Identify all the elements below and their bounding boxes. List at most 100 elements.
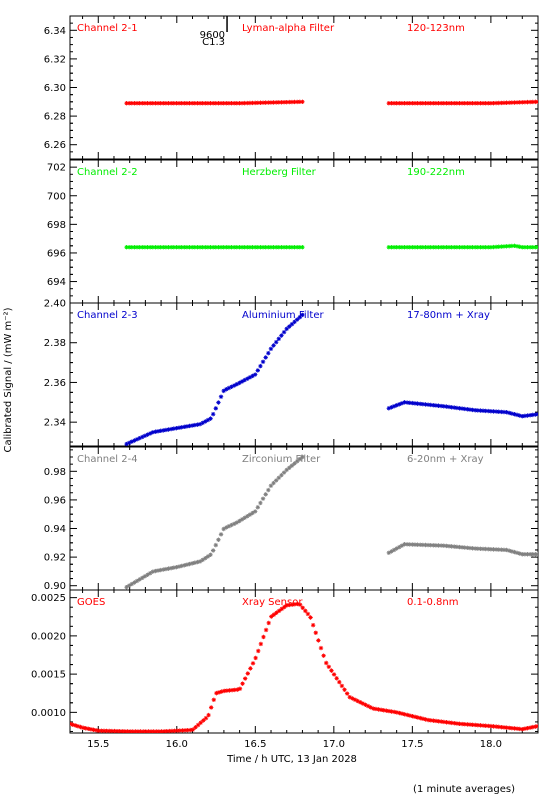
data-point [122, 729, 128, 733]
data-point [394, 710, 400, 715]
data-point [279, 606, 284, 612]
data-point [184, 101, 190, 106]
data-point [300, 605, 305, 610]
y-tick-label: 0.90 [44, 581, 66, 592]
data-point [126, 245, 132, 250]
data-point [386, 406, 392, 411]
data-point [237, 518, 242, 524]
data-point [504, 410, 509, 415]
data-point [176, 101, 182, 106]
data-point [134, 578, 140, 584]
data-point [467, 245, 473, 250]
data-point [292, 602, 298, 607]
y-tick-label: 696 [47, 248, 66, 259]
data-point [232, 687, 237, 693]
data-point [501, 244, 507, 249]
data-point [198, 720, 203, 725]
data-point [206, 712, 211, 718]
x-tick-label: 17.5 [401, 739, 423, 750]
data-point [412, 401, 418, 406]
data-point [287, 245, 292, 250]
data-point [200, 245, 205, 250]
data-point [389, 549, 394, 554]
data-point [517, 244, 522, 249]
data-point [208, 416, 213, 421]
data-point [282, 604, 287, 610]
data-point [530, 412, 535, 418]
panel-band-label: 0.1-0.8nm [407, 597, 459, 608]
data-point [491, 724, 496, 729]
data-point [339, 683, 345, 689]
data-point [525, 245, 530, 250]
data-point [294, 245, 300, 250]
data-point [134, 101, 140, 106]
data-point [449, 544, 454, 549]
data-point [245, 671, 250, 676]
data-point [158, 245, 163, 250]
data-point [342, 687, 347, 692]
data-point [391, 404, 397, 409]
data-point [281, 100, 287, 105]
data-point [188, 727, 193, 733]
data-point [512, 100, 517, 105]
data-point [436, 101, 441, 106]
data-point [496, 100, 501, 106]
data-point [391, 547, 397, 553]
data-point [313, 630, 318, 635]
data-point [187, 245, 192, 250]
data-point [258, 500, 263, 506]
data-point [394, 245, 399, 250]
data-point [290, 602, 295, 607]
x-tick-label: 17.0 [323, 739, 345, 750]
data-point [410, 400, 415, 406]
data-point [517, 726, 522, 732]
data-point [297, 315, 303, 320]
data-point [425, 542, 431, 548]
data-point [522, 726, 528, 731]
data-point [195, 101, 200, 106]
data-point [452, 405, 457, 410]
data-point [150, 569, 155, 574]
data-point [192, 245, 197, 250]
data-point [156, 729, 162, 733]
data-point [250, 373, 255, 379]
panel-channel-label: Channel 2-1 [77, 23, 138, 34]
data-point [174, 728, 180, 733]
data-point [112, 728, 117, 733]
data-point [161, 567, 166, 572]
data-point [467, 407, 473, 412]
data-points [124, 243, 538, 250]
data-point [446, 101, 452, 106]
data-point [533, 245, 538, 250]
data-point [276, 608, 282, 614]
data-point [507, 410, 512, 416]
data-point [334, 676, 339, 681]
data-point [452, 720, 457, 726]
data-point [146, 729, 151, 733]
data-point [73, 723, 78, 728]
data-point [289, 99, 295, 105]
data-point [197, 422, 203, 427]
data-point [273, 100, 279, 105]
data-point [150, 430, 155, 435]
data-point [292, 319, 297, 325]
data-point [171, 565, 176, 570]
data-point [470, 245, 475, 250]
data-point [147, 431, 153, 436]
data-point [493, 244, 499, 250]
data-point [514, 100, 520, 105]
data-point [279, 472, 284, 478]
data-point [168, 245, 174, 250]
data-point [155, 245, 161, 250]
data-points [70, 601, 538, 733]
data-point [172, 728, 177, 733]
data-point [155, 101, 161, 106]
data-point [239, 517, 245, 522]
data-point [397, 710, 402, 716]
data-point [182, 101, 187, 106]
panel-2: 694 696 698 700 702 Channel 2-2 Herzberg Filte… [47, 159, 539, 304]
data-point [527, 413, 533, 418]
data-point [161, 245, 166, 250]
data-point [504, 100, 509, 105]
panel-channel-label: Channel 2-4 [77, 454, 138, 465]
